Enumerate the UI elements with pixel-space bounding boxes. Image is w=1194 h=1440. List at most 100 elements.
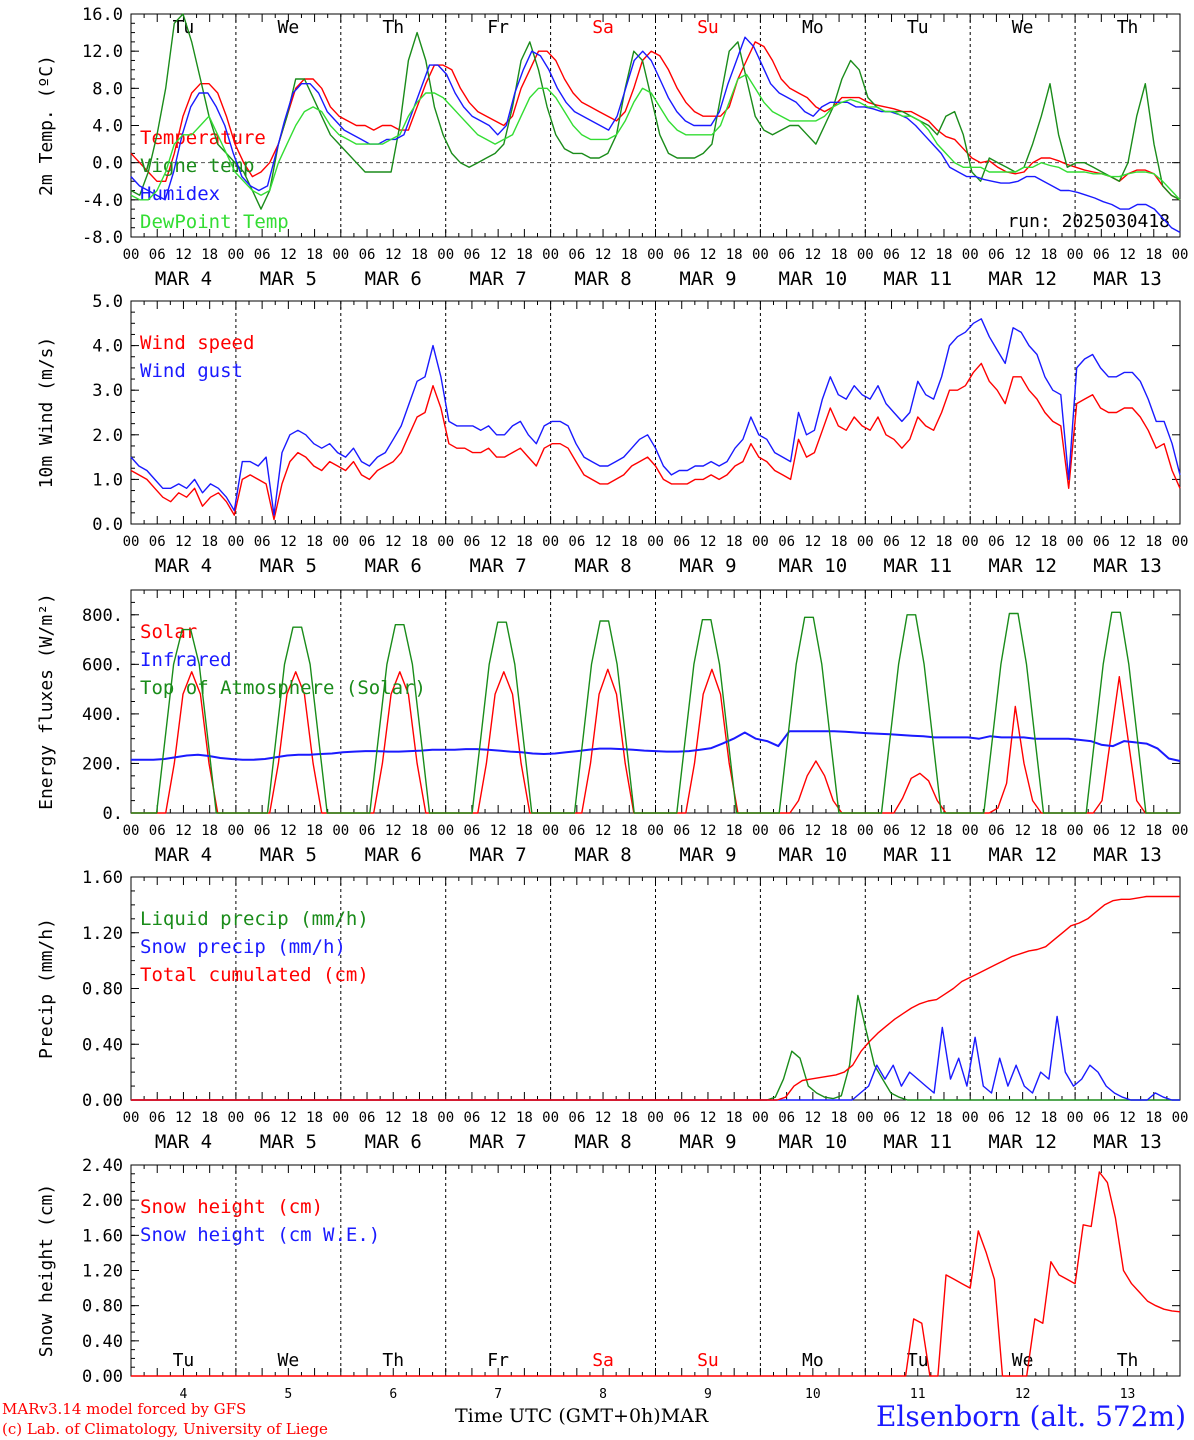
hour-label: 00 — [1172, 1110, 1189, 1126]
date-label: MAR 4 — [155, 1131, 212, 1153]
hour-label: 00 — [647, 823, 664, 839]
panel-2: 5.0 4.0 3.0 2.0 1.0 0.0 10m Wind (m/s) 00 06 12 18… — [36, 292, 1188, 577]
hour-label: 12 — [700, 534, 717, 550]
legend-entry: Wind speed — [140, 332, 254, 354]
legend-entry: Snow height (cm) — [140, 1196, 323, 1218]
hour-label: 12 — [804, 534, 821, 550]
date-label: MAR 8 — [574, 1131, 631, 1153]
hour-label: 06 — [149, 247, 166, 263]
date-label: MAR 4 — [155, 844, 212, 866]
hour-label: 00 — [752, 823, 769, 839]
hour-label: 18 — [201, 534, 218, 550]
day-number-label: 9 — [704, 1387, 712, 1402]
series-line — [130, 36, 1181, 234]
hour-label: 06 — [778, 823, 795, 839]
hour-label: 00 — [227, 1110, 244, 1126]
hour-label: 00 — [437, 534, 454, 550]
hour-label: 00 — [857, 534, 874, 550]
legend-entry: Temperature — [140, 127, 266, 149]
hour-label: 00 — [123, 823, 140, 839]
y-tick-label: 400. — [82, 705, 123, 725]
hour-label: 12 — [385, 1110, 402, 1126]
date-label: MAR 13 — [1093, 268, 1162, 290]
y-tick-label: 1.0 — [92, 470, 123, 490]
weekday-label: Th — [382, 1350, 404, 1371]
hour-label: 00 — [123, 1110, 140, 1126]
y-tick-label: 0. — [103, 804, 123, 824]
hour-label: 18 — [831, 534, 848, 550]
hour-label: 12 — [490, 1110, 507, 1126]
hour-label: 00 — [752, 1110, 769, 1126]
day-number-label: 5 — [284, 1387, 292, 1402]
hour-label: 12 — [1119, 534, 1136, 550]
hour-label: 00 — [227, 823, 244, 839]
date-label: MAR 12 — [988, 844, 1057, 866]
y-tick-label: 1.20 — [82, 1262, 123, 1282]
y-tick-label: 0.80 — [82, 1297, 123, 1317]
hour-label: 12 — [1014, 247, 1031, 263]
weekday-label: We — [1012, 17, 1034, 38]
series-line — [130, 73, 1181, 201]
y-tick-label: -4.0 — [82, 191, 123, 211]
weekday-label: Sa — [592, 1350, 614, 1371]
date-label: MAR 9 — [679, 1131, 736, 1153]
hour-label: 12 — [1119, 1110, 1136, 1126]
date-label: MAR 6 — [365, 555, 422, 577]
y-tick-label: 1.60 — [82, 868, 123, 888]
hour-label: 00 — [227, 534, 244, 550]
hour-label: 18 — [936, 534, 953, 550]
day-number-label: 11 — [910, 1387, 926, 1402]
hour-label: 00 — [332, 823, 349, 839]
series-line — [131, 730, 1181, 762]
hour-label: 06 — [883, 247, 900, 263]
y-axis-label: Precip (mm/h) — [36, 918, 57, 1059]
hour-label: 12 — [280, 1110, 297, 1126]
date-label: MAR 6 — [365, 1131, 422, 1153]
series-line — [130, 41, 1181, 201]
hour-label: 00 — [962, 1110, 979, 1126]
hour-label: 12 — [490, 534, 507, 550]
hour-label: 12 — [175, 823, 192, 839]
hour-label: 12 — [385, 823, 402, 839]
series-line — [130, 362, 1181, 521]
series-line — [131, 895, 1180, 1101]
day-number-label: 13 — [1120, 1387, 1136, 1402]
y-tick-label: 2.40 — [82, 1156, 123, 1176]
hour-label: 00 — [437, 247, 454, 263]
hour-label: 00 — [647, 534, 664, 550]
hour-label: 12 — [909, 247, 926, 263]
hour-label: 00 — [1067, 247, 1084, 263]
hour-label: 06 — [254, 823, 271, 839]
day-number-label: 4 — [180, 1387, 188, 1402]
date-label: MAR 4 — [155, 555, 212, 577]
weekday-label: Fr — [487, 17, 509, 38]
hour-label: 06 — [988, 247, 1005, 263]
hour-label: 18 — [411, 823, 428, 839]
date-label: MAR 10 — [779, 1131, 848, 1153]
series-line — [130, 318, 1181, 516]
day-number-label: 6 — [389, 1387, 397, 1402]
hour-label: 18 — [936, 823, 953, 839]
hour-label: 18 — [831, 247, 848, 263]
hour-label: 00 — [752, 534, 769, 550]
hour-label: 12 — [280, 823, 297, 839]
hour-label: 06 — [463, 534, 480, 550]
hour-label: 12 — [909, 1110, 926, 1126]
hour-label: 06 — [463, 247, 480, 263]
hour-label: 12 — [595, 534, 612, 550]
hour-label: 12 — [490, 247, 507, 263]
weekday-label: Fr — [487, 1350, 509, 1371]
y-tick-label: 0.00 — [82, 1367, 123, 1387]
date-label: MAR 10 — [779, 555, 848, 577]
hour-label: 12 — [700, 823, 717, 839]
y-tick-label: 16.0 — [82, 5, 123, 25]
hour-label: 18 — [411, 1110, 428, 1126]
date-label: MAR 10 — [779, 844, 848, 866]
hour-label: 06 — [149, 1110, 166, 1126]
hour-label: 00 — [1067, 534, 1084, 550]
date-label: MAR 7 — [470, 555, 527, 577]
y-tick-label: 0.0 — [92, 515, 123, 535]
hour-label: 18 — [831, 823, 848, 839]
hour-label: 18 — [516, 247, 533, 263]
run-label: run: 2025030418 — [1007, 211, 1170, 232]
